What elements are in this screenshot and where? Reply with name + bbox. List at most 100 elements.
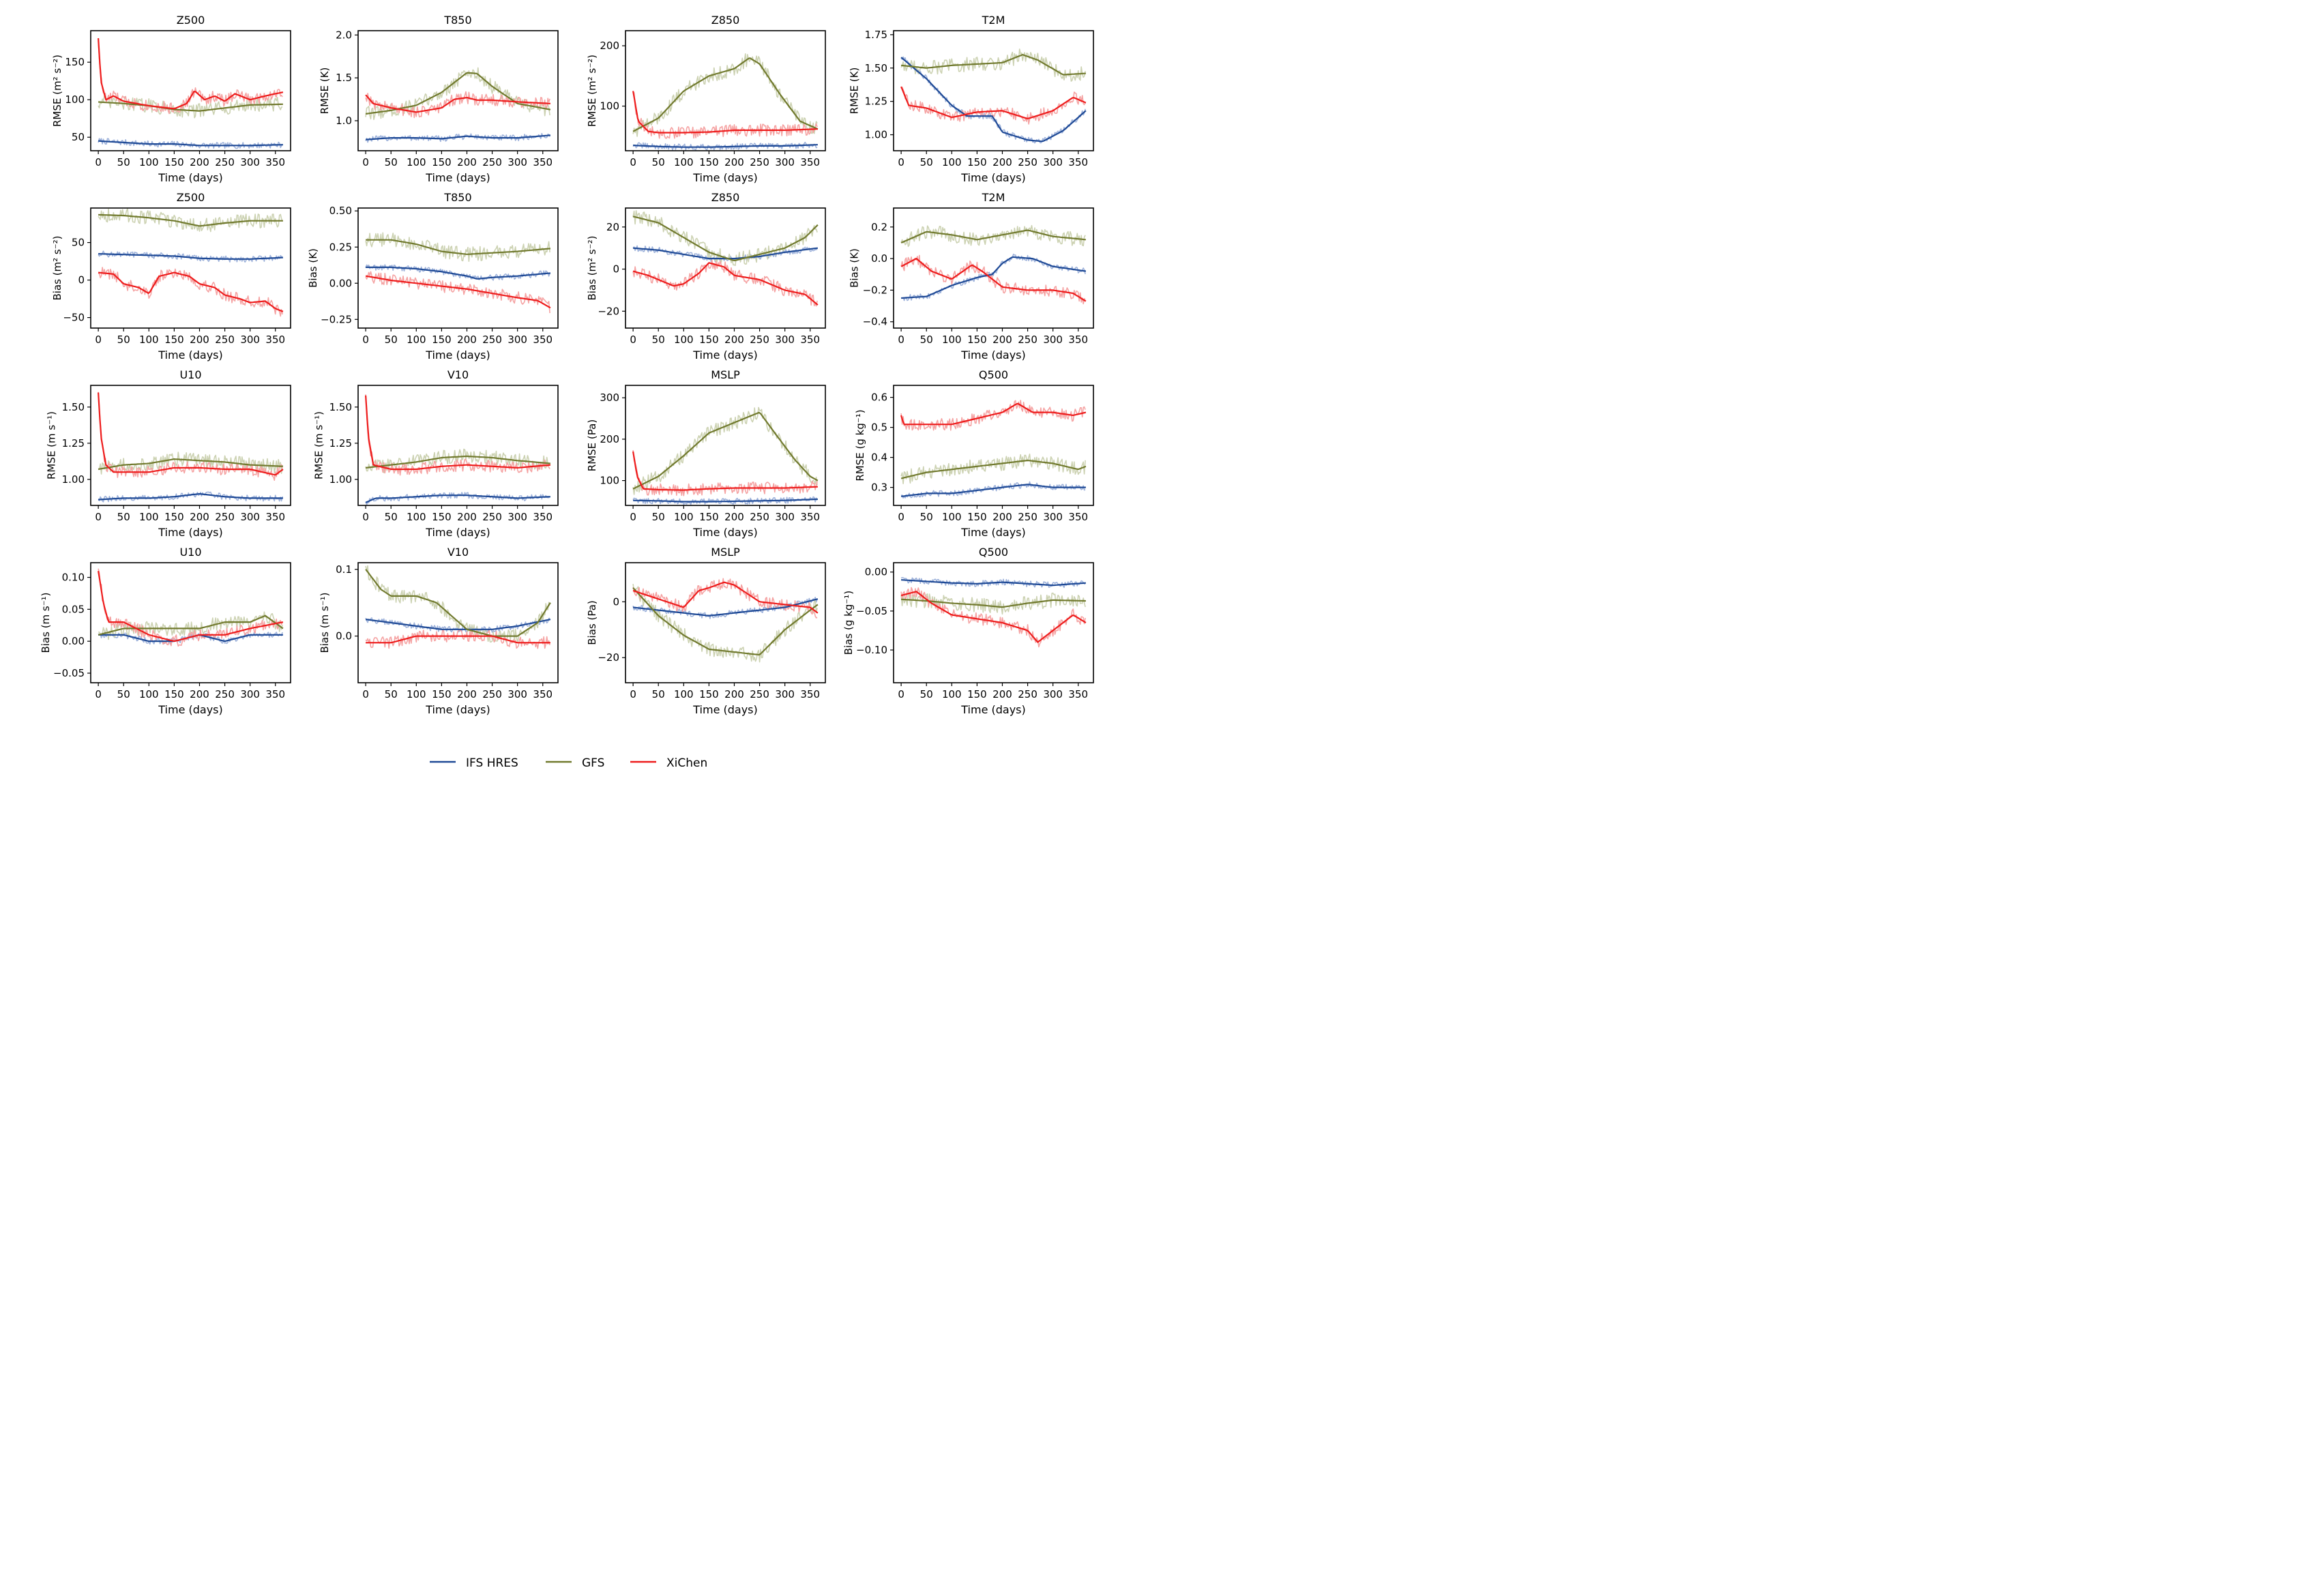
y-tick-label: −0.05 [856, 605, 887, 617]
x-tick-label: 200 [190, 511, 209, 523]
x-axis-label: Time (days) [425, 526, 490, 539]
series-noise-gfs [98, 95, 283, 119]
x-tick-label: 350 [533, 156, 553, 168]
panel-7-z850-bias: 0 50 100 150 200 250 300 350 −20 0 20 Z850 Time (day… [586, 191, 826, 361]
x-tick-label: 250 [750, 334, 769, 346]
legend-label-ifs-hres: IFS HRES [466, 756, 518, 770]
x-tick-label: 300 [775, 511, 795, 523]
x-tick-label: 150 [432, 156, 452, 168]
y-axis-label: RMSE (m² s⁻²) [586, 55, 598, 127]
plot-area [900, 224, 1087, 305]
x-tick-label: 300 [507, 334, 527, 346]
x-tick-label: 300 [1043, 156, 1063, 168]
series-noise-xichen [632, 92, 818, 139]
x-axis-label: Time (days) [158, 526, 223, 539]
x-tick-label: 200 [724, 334, 744, 346]
y-tick-label: 1.50 [865, 62, 887, 74]
x-tick-label: 300 [240, 334, 260, 346]
x-axis-label: Time (days) [960, 703, 1026, 716]
x-tick-label: 0 [95, 156, 102, 168]
y-tick-label: 200 [600, 40, 619, 52]
x-tick-label: 300 [507, 688, 527, 700]
x-tick-label: 150 [432, 334, 452, 346]
x-axis-label: Time (days) [692, 349, 758, 361]
series-noise-xichen [365, 630, 550, 649]
x-tick-label: 0 [898, 688, 904, 700]
x-axis-label: Time (days) [692, 703, 758, 716]
series-line-xichen [365, 94, 550, 113]
x-tick-label: 100 [674, 334, 694, 346]
x-tick-label: 0 [898, 511, 904, 523]
y-tick-label: 0.0 [336, 630, 352, 642]
series-noise-xichen [365, 394, 550, 476]
series-line-xichen [365, 395, 551, 471]
plot-area [98, 208, 284, 317]
series-line-ifs-hres [98, 140, 283, 147]
y-axis-label: RMSE (m s⁻¹) [46, 411, 58, 479]
x-tick-label: 200 [190, 688, 209, 700]
x-tick-label: 0 [630, 688, 636, 700]
panel-title: Z850 [711, 191, 740, 204]
y-tick-label: 1.25 [329, 437, 352, 449]
y-tick-label: 100 [600, 475, 619, 487]
series-noise-ifs-hres [900, 56, 1086, 144]
y-tick-label: 0.00 [329, 277, 352, 289]
legend-item-ifs-hres: IFS HRES [430, 756, 518, 770]
x-tick-label: 150 [432, 511, 452, 523]
series-line-xichen [366, 635, 550, 644]
x-tick-label: 100 [942, 688, 962, 700]
x-tick-label: 100 [674, 156, 694, 168]
panel-16-q500-bias: 0 50 100 150 200 250 300 350 −0.10 −0.05 0.00 Q500 T… [842, 546, 1094, 716]
x-tick-label: 150 [164, 156, 184, 168]
y-tick-label: −50 [63, 312, 85, 324]
x-tick-label: 350 [800, 511, 820, 523]
panel-9-u10-rmse: 0 50 100 150 200 250 300 350 1.00 1.25 1.50 U10 Time… [46, 368, 291, 539]
x-tick-label: 200 [190, 156, 209, 168]
x-tick-label: 100 [407, 334, 426, 346]
plot-area [365, 232, 551, 314]
series-line-xichen [900, 86, 1087, 119]
y-tick-label: 0.6 [871, 391, 887, 404]
axes-frame [90, 385, 291, 506]
panel-title: Z500 [177, 191, 205, 204]
series-noise-ifs-hres [632, 141, 818, 151]
x-axis-label: Time (days) [158, 703, 223, 716]
x-tick-label: 200 [724, 156, 744, 168]
x-axis-label: Time (days) [158, 171, 223, 184]
series-line-gfs [365, 569, 551, 637]
plot-area [632, 407, 819, 505]
x-tick-label: 50 [652, 156, 665, 168]
x-tick-label: 100 [674, 688, 694, 700]
x-tick-label: 100 [407, 688, 426, 700]
series-noise-ifs-hres [98, 491, 283, 503]
x-tick-label: 100 [674, 511, 694, 523]
series-line-ifs-hres [365, 494, 550, 503]
x-axis-label: Time (days) [960, 171, 1026, 184]
x-tick-label: 250 [1018, 334, 1037, 346]
x-tick-label: 200 [992, 334, 1012, 346]
x-tick-label: 350 [265, 334, 285, 346]
axes-frame [893, 30, 1094, 151]
x-tick-label: 150 [164, 688, 184, 700]
series-line-xichen [98, 571, 284, 642]
x-tick-label: 200 [190, 334, 209, 346]
plot-area [900, 400, 1087, 499]
series-line-ifs-hres [366, 266, 551, 280]
x-tick-label: 0 [630, 334, 636, 346]
series-line-ifs-hres [633, 598, 819, 617]
x-tick-label: 300 [240, 688, 260, 700]
axes-frame [357, 207, 559, 329]
x-tick-label: 200 [992, 511, 1012, 523]
x-tick-label: 100 [942, 156, 962, 168]
x-tick-label: 250 [1018, 511, 1037, 523]
y-tick-label: 1.0 [336, 115, 352, 127]
x-tick-label: 350 [800, 156, 820, 168]
y-tick-label: 1.00 [329, 473, 352, 486]
axes-frame [90, 562, 291, 683]
x-tick-label: 0 [95, 511, 102, 523]
x-tick-label: 350 [1068, 511, 1088, 523]
axes-frame [625, 30, 826, 151]
x-tick-label: 250 [1018, 688, 1037, 700]
x-tick-label: 100 [407, 511, 426, 523]
y-axis-label: Bias (K) [849, 248, 861, 288]
